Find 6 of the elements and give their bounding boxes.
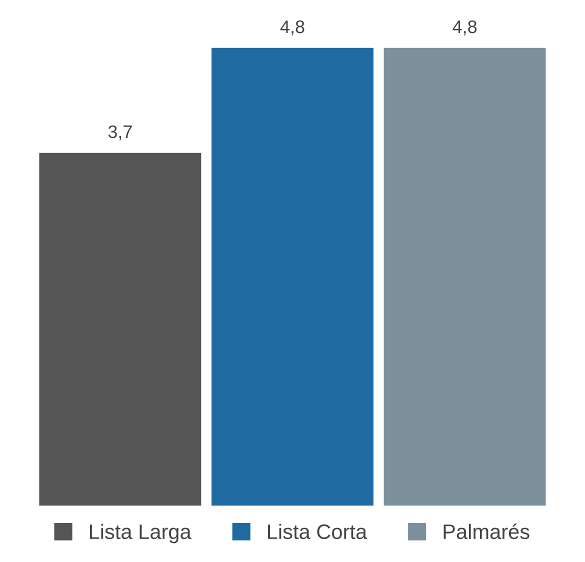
data-label: 4,8 — [280, 20, 304, 36]
legend-label: Lista Corta — [268, 524, 368, 540]
data-label: 3,7 — [108, 125, 132, 140]
legend-label: Palmarés — [444, 524, 530, 540]
legend-label: Lista Larga — [90, 524, 192, 544]
data-label: 4,8 — [452, 20, 477, 36]
